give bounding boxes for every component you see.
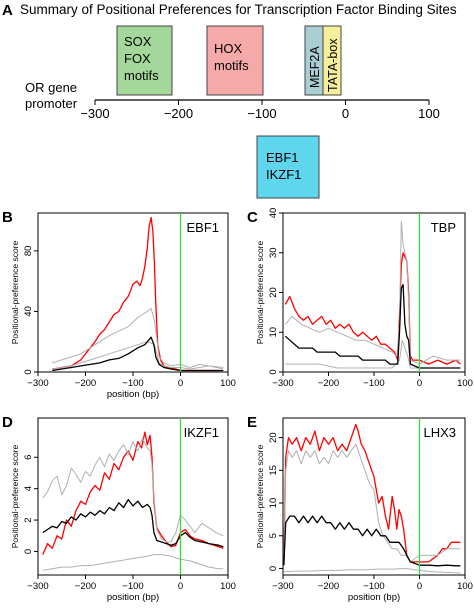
panel-letter: B <box>2 209 13 226</box>
y-tick-label: 10 <box>268 327 279 338</box>
chart-panel-d: D IKZF1 −300 −200 −100 0 100 position (bp) 0 2 4 6P… <box>2 414 236 603</box>
ebf1-ikzf1-box <box>256 135 320 199</box>
y-tick-label: 0 <box>268 369 279 374</box>
series-line <box>284 283 461 369</box>
x-tick-label: −300 <box>27 378 48 389</box>
promoter-axis-tick-label: 100 <box>418 106 440 121</box>
x-tick-label: 0 <box>178 378 183 389</box>
panel-letter-a: A <box>2 2 13 19</box>
y-tick-label: 0 <box>23 369 34 374</box>
ebf1-ikzf1-label-1: EBF1 <box>266 150 299 165</box>
promoter-axis: −300 −200 −100 0 100 <box>80 99 440 121</box>
sox-fox-label-1: SOX <box>124 34 152 49</box>
y-tick-label: 80 <box>23 246 34 257</box>
x-tick-label: −300 <box>272 378 293 389</box>
chart-title: TBP <box>431 220 456 235</box>
y-tick-label: 4 <box>23 486 34 491</box>
x-tick-label: 100 <box>220 378 236 389</box>
promoter-axis-tick-label: 0 <box>342 106 349 121</box>
chart-panel-b: B EBF1 −300 −200 −100 0 100 position (bp) 0 40 80P… <box>2 209 236 400</box>
x-tick-label: 0 <box>417 378 422 389</box>
series-line <box>284 252 461 365</box>
x-tick-label: 100 <box>457 378 473 389</box>
plot-frame <box>282 417 466 576</box>
sox-fox-box <box>116 25 173 96</box>
plot-frame <box>37 212 229 373</box>
y-tick-label: 40 <box>268 208 279 219</box>
ebf1-ikzf1-label-2: IKZF1 <box>266 167 301 182</box>
tata-box <box>322 25 342 96</box>
promoter-axis-tick-label: −300 <box>80 106 109 121</box>
series-line <box>52 336 224 372</box>
series-line <box>42 554 224 571</box>
mef2a-label: MEF2A <box>308 46 322 88</box>
x-tick-label: 100 <box>220 581 236 592</box>
series-line <box>283 515 461 567</box>
y-tick-label: 5 <box>268 533 279 538</box>
x-tick-label: −200 <box>75 581 96 592</box>
y-axis-label: Positional-preference score <box>255 445 265 549</box>
y-axis-label: Positional-preference score <box>255 241 265 345</box>
series-line <box>284 220 461 365</box>
series-line <box>52 216 219 372</box>
series-line <box>283 423 461 563</box>
series-line <box>42 498 224 548</box>
panel-letter: D <box>2 414 13 431</box>
series-line <box>42 437 224 543</box>
x-tick-label: 0 <box>178 581 183 592</box>
y-tick-label: 30 <box>268 247 279 258</box>
chart-title: IKZF1 <box>184 425 219 440</box>
x-tick-label: −200 <box>318 378 339 389</box>
chart-panel-c: C TBP −300 −200 −100 0 100 0 10 20 30 40 Positional-… <box>247 208 473 389</box>
x-tick-label: −300 <box>27 581 48 592</box>
x-tick-label: −100 <box>122 378 143 389</box>
x-tick-label: −100 <box>363 378 384 389</box>
y-tick-label: 20 <box>268 287 279 298</box>
sox-fox-label-2: FOX <box>124 51 151 66</box>
series-line <box>285 339 461 369</box>
x-tick-label: −300 <box>272 581 293 592</box>
y-tick-label: 2 <box>23 517 34 522</box>
chart-title: LHX3 <box>423 425 456 440</box>
series-line <box>283 568 461 574</box>
panel-letter: E <box>247 414 257 431</box>
x-axis-label: position (bp) <box>107 389 159 400</box>
panel-a: A Summary of Positional Preferences for … <box>2 2 457 199</box>
x-tick-label: 0 <box>417 581 422 592</box>
sox-fox-label-3: motifs <box>124 68 159 83</box>
promoter-label-line2: promoter <box>25 96 78 111</box>
tata-box-label: TATA-box <box>326 38 340 92</box>
series-line <box>52 307 224 368</box>
y-tick-label: 0 <box>268 566 279 571</box>
y-tick-label: 6 <box>23 455 34 460</box>
y-tick-label: 40 <box>23 306 34 317</box>
y-tick-label: 20 <box>268 432 279 443</box>
chart-title: EBF1 <box>186 220 219 235</box>
y-axis-label: Positional-preference score <box>10 445 20 549</box>
chart-panel-e: E LHX3 −300 −200 −100 0 100 position (bp) 0 5 10 15… <box>247 414 473 603</box>
promoter-axis-tick-label: −200 <box>164 106 193 121</box>
x-tick-label: 100 <box>457 581 473 592</box>
x-axis-label: position (bp) <box>107 592 159 603</box>
promoter-axis-tick-label: −100 <box>247 106 276 121</box>
y-tick-label: 0 <box>23 549 34 554</box>
hox-label-2: motifs <box>214 58 249 73</box>
hox-label-1: HOX <box>214 41 243 56</box>
panel-a-title: Summary of Positional Preferences for Tr… <box>20 2 457 17</box>
panel-letter: C <box>247 209 258 226</box>
x-tick-label: −200 <box>318 581 339 592</box>
y-tick-label: 15 <box>268 465 279 476</box>
x-tick-label: −100 <box>363 581 384 592</box>
hox-box <box>206 25 264 96</box>
x-tick-label: −200 <box>75 378 96 389</box>
series-line <box>42 431 224 555</box>
x-axis-label: position (bp) <box>348 592 400 603</box>
y-axis-label: Positional-preference score <box>10 241 20 345</box>
x-tick-label: −100 <box>122 581 143 592</box>
y-tick-label: 10 <box>268 498 279 509</box>
series-line <box>283 443 461 563</box>
promoter-label-line1: OR gene <box>25 80 77 95</box>
